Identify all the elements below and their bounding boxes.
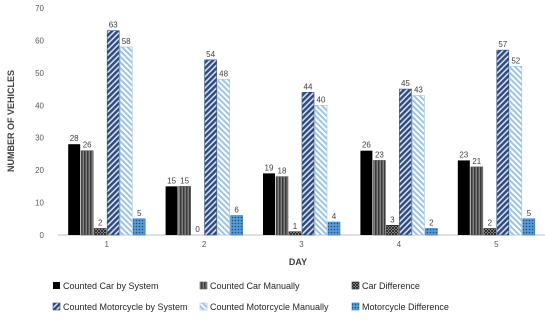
bar xyxy=(119,46,133,236)
bar xyxy=(263,173,275,235)
legend-item: Counted Car by System xyxy=(53,281,159,291)
data-label: 23 xyxy=(459,150,468,159)
x-tick-label: 3 xyxy=(299,240,304,249)
data-label: 52 xyxy=(511,56,520,65)
legend-label: Counted Motorcycle by System xyxy=(63,302,188,312)
bar xyxy=(314,104,328,236)
y-tick-label: 20 xyxy=(35,166,44,175)
data-label: 15 xyxy=(180,176,189,185)
x-tick-label: 5 xyxy=(494,240,499,249)
bar xyxy=(399,88,412,236)
data-labels: 28 26 2 63 58 5 15 15 0 54 48 6 19 18 1 44 40 4 26 23 3 45 43 2… xyxy=(70,21,532,234)
data-label: 26 xyxy=(83,141,92,150)
bar xyxy=(470,166,484,236)
legend-swatch xyxy=(199,302,208,311)
legend-swatch xyxy=(351,281,360,290)
legend-label: Motorcycle Difference xyxy=(362,302,449,312)
bar xyxy=(80,150,94,236)
data-label: 28 xyxy=(70,134,79,143)
bar xyxy=(509,66,523,236)
data-label: 1 xyxy=(293,222,298,231)
bar xyxy=(68,144,81,235)
x-axis-ticks: 1 2 3 4 5 xyxy=(104,240,499,249)
bar xyxy=(522,218,536,236)
y-tick-label: 0 xyxy=(40,231,45,240)
legend-item: Motorcycle Difference xyxy=(351,302,449,312)
data-label: 5 xyxy=(527,209,532,218)
bar xyxy=(106,30,120,236)
bar xyxy=(425,228,438,236)
data-label: 44 xyxy=(304,82,313,91)
legend-label: Counted Motorcycle Manually xyxy=(210,302,329,312)
legend-swatch xyxy=(199,281,208,290)
bar xyxy=(327,221,341,236)
y-tick-label: 30 xyxy=(35,134,44,143)
bar xyxy=(496,49,510,236)
bar xyxy=(165,186,178,235)
bar xyxy=(457,160,470,235)
data-label: 19 xyxy=(265,163,274,172)
bar xyxy=(360,150,373,235)
y-axis-ticks: 0 10 20 30 40 50 60 70 xyxy=(35,4,44,240)
data-label: 63 xyxy=(109,21,118,30)
data-label: 2 xyxy=(488,219,493,228)
data-label: 23 xyxy=(375,150,384,159)
data-label: 26 xyxy=(362,141,371,150)
bar xyxy=(93,228,107,236)
data-label: 48 xyxy=(219,69,228,78)
bar xyxy=(275,176,289,236)
legend-label: Counted Car Manually xyxy=(210,281,300,291)
data-label: 43 xyxy=(414,86,423,95)
data-label: 0 xyxy=(195,225,200,234)
data-label: 5 xyxy=(137,209,142,218)
bar xyxy=(204,59,217,236)
data-label: 54 xyxy=(206,50,215,59)
bar xyxy=(217,79,230,236)
legend: Counted Car by System Counted Car Manuall… xyxy=(52,281,449,312)
y-tick-label: 10 xyxy=(35,199,44,208)
data-label: 57 xyxy=(498,40,507,49)
bar xyxy=(373,160,386,236)
data-label: 58 xyxy=(122,37,131,46)
y-tick-label: 70 xyxy=(35,4,44,13)
data-label: 21 xyxy=(472,157,481,166)
data-label: 2 xyxy=(98,219,103,228)
data-label: 2 xyxy=(429,219,434,228)
bar xyxy=(288,231,302,236)
y-tick-label: 40 xyxy=(35,101,44,110)
legend-label: Counted Car by System xyxy=(63,281,159,291)
bar xyxy=(178,186,191,236)
legend-item: Counted Car Manually xyxy=(199,281,300,291)
legend-label: Car Difference xyxy=(362,281,420,291)
legend-swatch xyxy=(53,282,60,289)
legend-swatch xyxy=(52,302,61,311)
x-tick-label: 4 xyxy=(397,240,402,249)
legend-item: Counted Motorcycle Manually xyxy=(199,302,329,312)
data-label: 4 xyxy=(332,212,337,221)
x-tick-label: 1 xyxy=(104,240,109,249)
bar xyxy=(230,215,243,236)
bars xyxy=(68,30,536,236)
data-label: 15 xyxy=(167,176,176,185)
bar xyxy=(483,228,497,236)
data-label: 18 xyxy=(278,167,287,176)
legend-item: Counted Motorcycle by System xyxy=(52,302,188,312)
legend-swatch xyxy=(351,302,360,311)
x-tick-label: 2 xyxy=(202,240,207,249)
y-tick-label: 50 xyxy=(35,69,44,78)
data-label: 40 xyxy=(317,95,326,104)
data-label: 6 xyxy=(234,206,239,215)
bar xyxy=(301,92,315,236)
bar xyxy=(386,224,399,236)
x-axis-title: DAY xyxy=(289,257,307,267)
bar xyxy=(412,95,425,236)
legend-item: Car Difference xyxy=(351,281,420,291)
y-axis-title: NUMBER OF VEHICLES xyxy=(6,70,16,172)
data-label: 3 xyxy=(390,215,395,224)
y-tick-label: 60 xyxy=(35,36,44,45)
data-label: 45 xyxy=(401,79,410,88)
bar xyxy=(132,218,146,236)
